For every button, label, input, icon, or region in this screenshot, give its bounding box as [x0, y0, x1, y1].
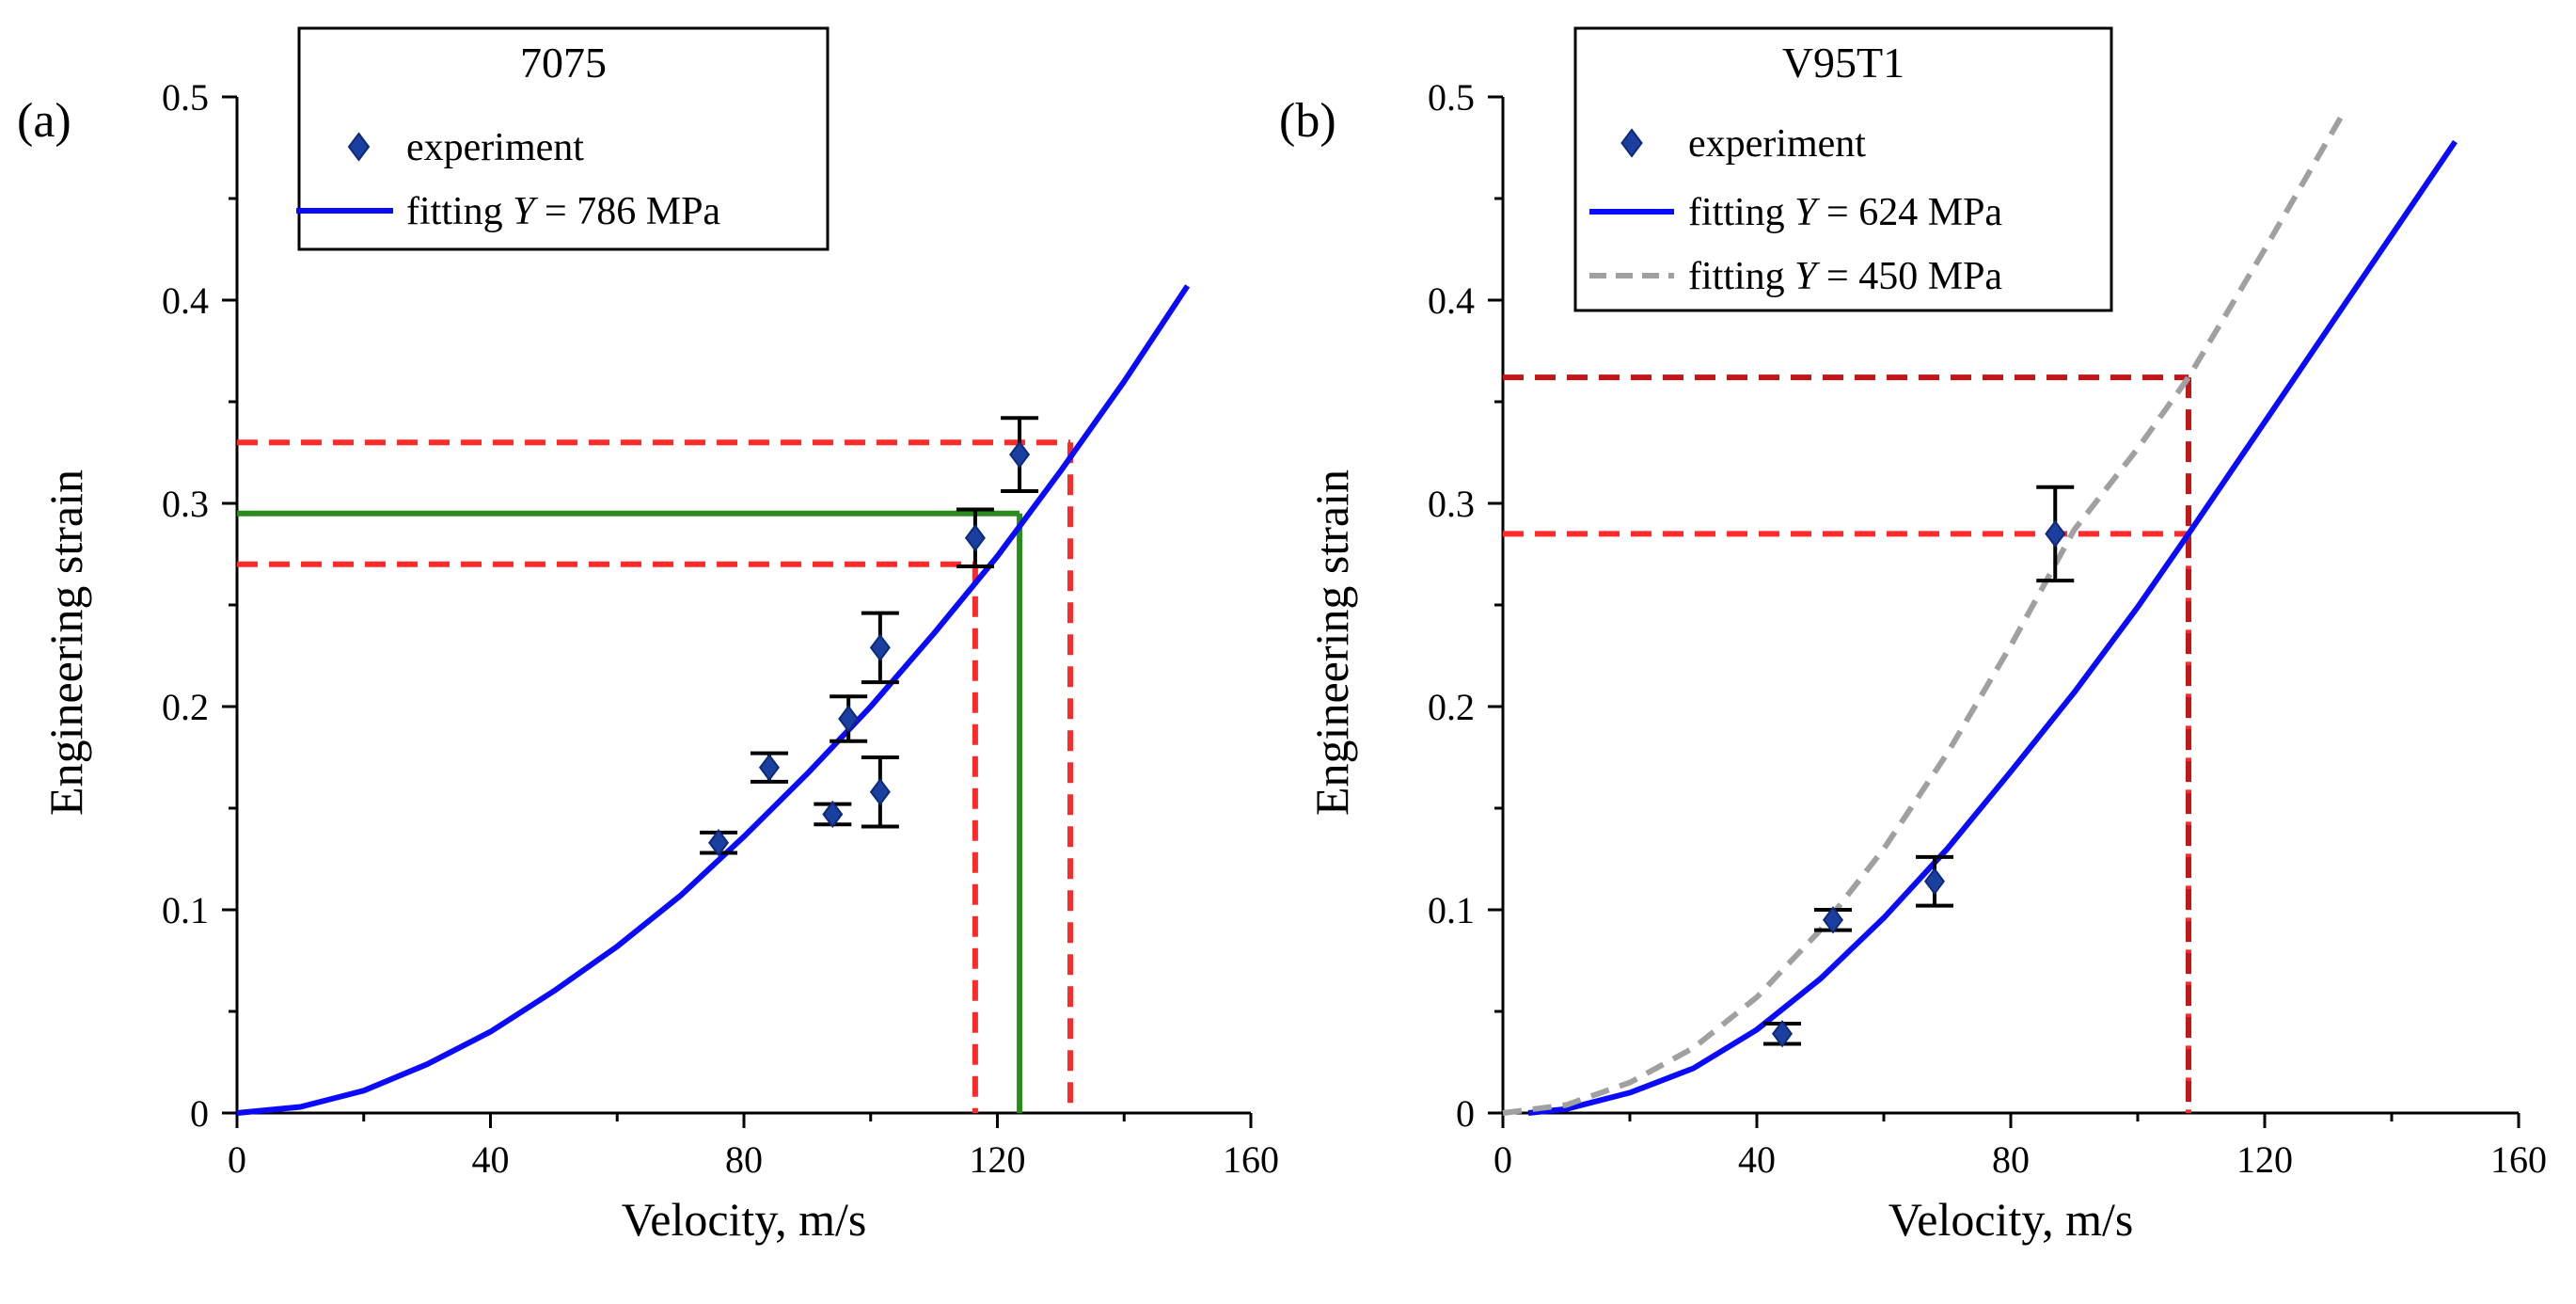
fit-curve-main — [1527, 139, 2457, 1116]
legend-entry-text: fitting Y = 624 MPa — [1688, 191, 2002, 234]
legend-text-pre: fitting — [406, 190, 513, 233]
data-point — [869, 633, 891, 662]
panel-a: 0 40 80 120 160 0 0.1 0.2 0.3 0.4 0.5 Velocity, m/s… — [17, 26, 1279, 1246]
panel-b: 0 40 80 120 160 0 0.1 0.2 0.3 0.4 0.5 Velocity, m/s… — [1279, 26, 2547, 1246]
y-axis-title: Engineering strain — [40, 469, 92, 816]
y-tick-label: 0.1 — [162, 889, 209, 931]
legend-text-post: = 450 MPa — [1817, 255, 2003, 298]
data-point — [2045, 519, 2066, 549]
x-tick-label: 80 — [1992, 1138, 2030, 1181]
y-tick-label: 0.2 — [162, 686, 209, 728]
y-tick-label: 0.2 — [1428, 686, 1475, 728]
y-tick-label: 0.5 — [162, 76, 209, 119]
legend-entry-text: experiment — [406, 126, 584, 169]
legend-title: V95T1 — [1782, 39, 1904, 87]
x-tick-label: 80 — [725, 1138, 763, 1181]
y-axis-title: Engineering strain — [1305, 469, 1358, 816]
legend-text-variable: Y — [1794, 191, 1821, 234]
data-point — [708, 829, 730, 857]
legend: 7075 experiment fitting Y = 786 MPa — [296, 26, 830, 251]
legend-text-variable: Y — [513, 190, 539, 233]
fit-curve-450 — [1502, 116, 2344, 1116]
legend-text-post: = 624 MPa — [1817, 191, 2003, 234]
legend-title: 7075 — [520, 39, 607, 87]
y-tick-label: 0.4 — [162, 279, 209, 322]
y-tick-label: 0.3 — [162, 483, 209, 525]
fit-curve-main — [236, 284, 1191, 1116]
data-point — [964, 524, 986, 552]
data-point — [1772, 1020, 1793, 1048]
x-tick-label: 0 — [228, 1138, 246, 1181]
data-point — [758, 754, 780, 782]
legend-marker-sample — [347, 132, 371, 162]
data-point — [838, 705, 860, 733]
x-tick-label: 160 — [2490, 1138, 2547, 1181]
legend-text-pre: fitting — [1688, 255, 1794, 298]
y-tick-label: 0 — [1456, 1092, 1475, 1135]
y-tick-label: 0.3 — [1428, 483, 1475, 525]
data-point — [1924, 867, 1945, 896]
panel-label: (b) — [1279, 94, 1336, 148]
y-tick-label: 0.5 — [1428, 76, 1475, 119]
legend-box — [1573, 26, 2113, 312]
legend-entry-text: fitting Y = 786 MPa — [406, 190, 720, 233]
legend-text-post: = 786 MPa — [535, 190, 721, 233]
data-point — [1823, 906, 1843, 934]
x-axis-title: Velocity, m/s — [1889, 1193, 2134, 1246]
data-point — [869, 778, 891, 806]
y-tick-label: 0.1 — [1428, 889, 1475, 931]
data-point — [1009, 440, 1031, 469]
legend-entry-text: fitting Y = 450 MPa — [1688, 255, 2002, 298]
legend-marker-sample — [1620, 128, 1643, 158]
x-tick-label: 0 — [1493, 1138, 1512, 1181]
panel-label: (a) — [17, 94, 71, 148]
x-axis-title: Velocity, m/s — [622, 1193, 867, 1246]
data-point — [822, 800, 844, 829]
x-tick-label: 120 — [970, 1138, 1026, 1181]
x-tick-label: 160 — [1223, 1138, 1279, 1181]
x-tick-label: 120 — [2236, 1138, 2293, 1181]
y-tick-label: 0.4 — [1428, 279, 1475, 322]
legend-text-pre: fitting — [1688, 191, 1794, 234]
x-tick-label: 40 — [1738, 1138, 1776, 1181]
legend-text-variable: Y — [1794, 255, 1821, 298]
x-tick-label: 40 — [472, 1138, 510, 1181]
y-tick-label: 0 — [190, 1092, 209, 1135]
legend-entry-text: experiment — [1688, 122, 1866, 166]
